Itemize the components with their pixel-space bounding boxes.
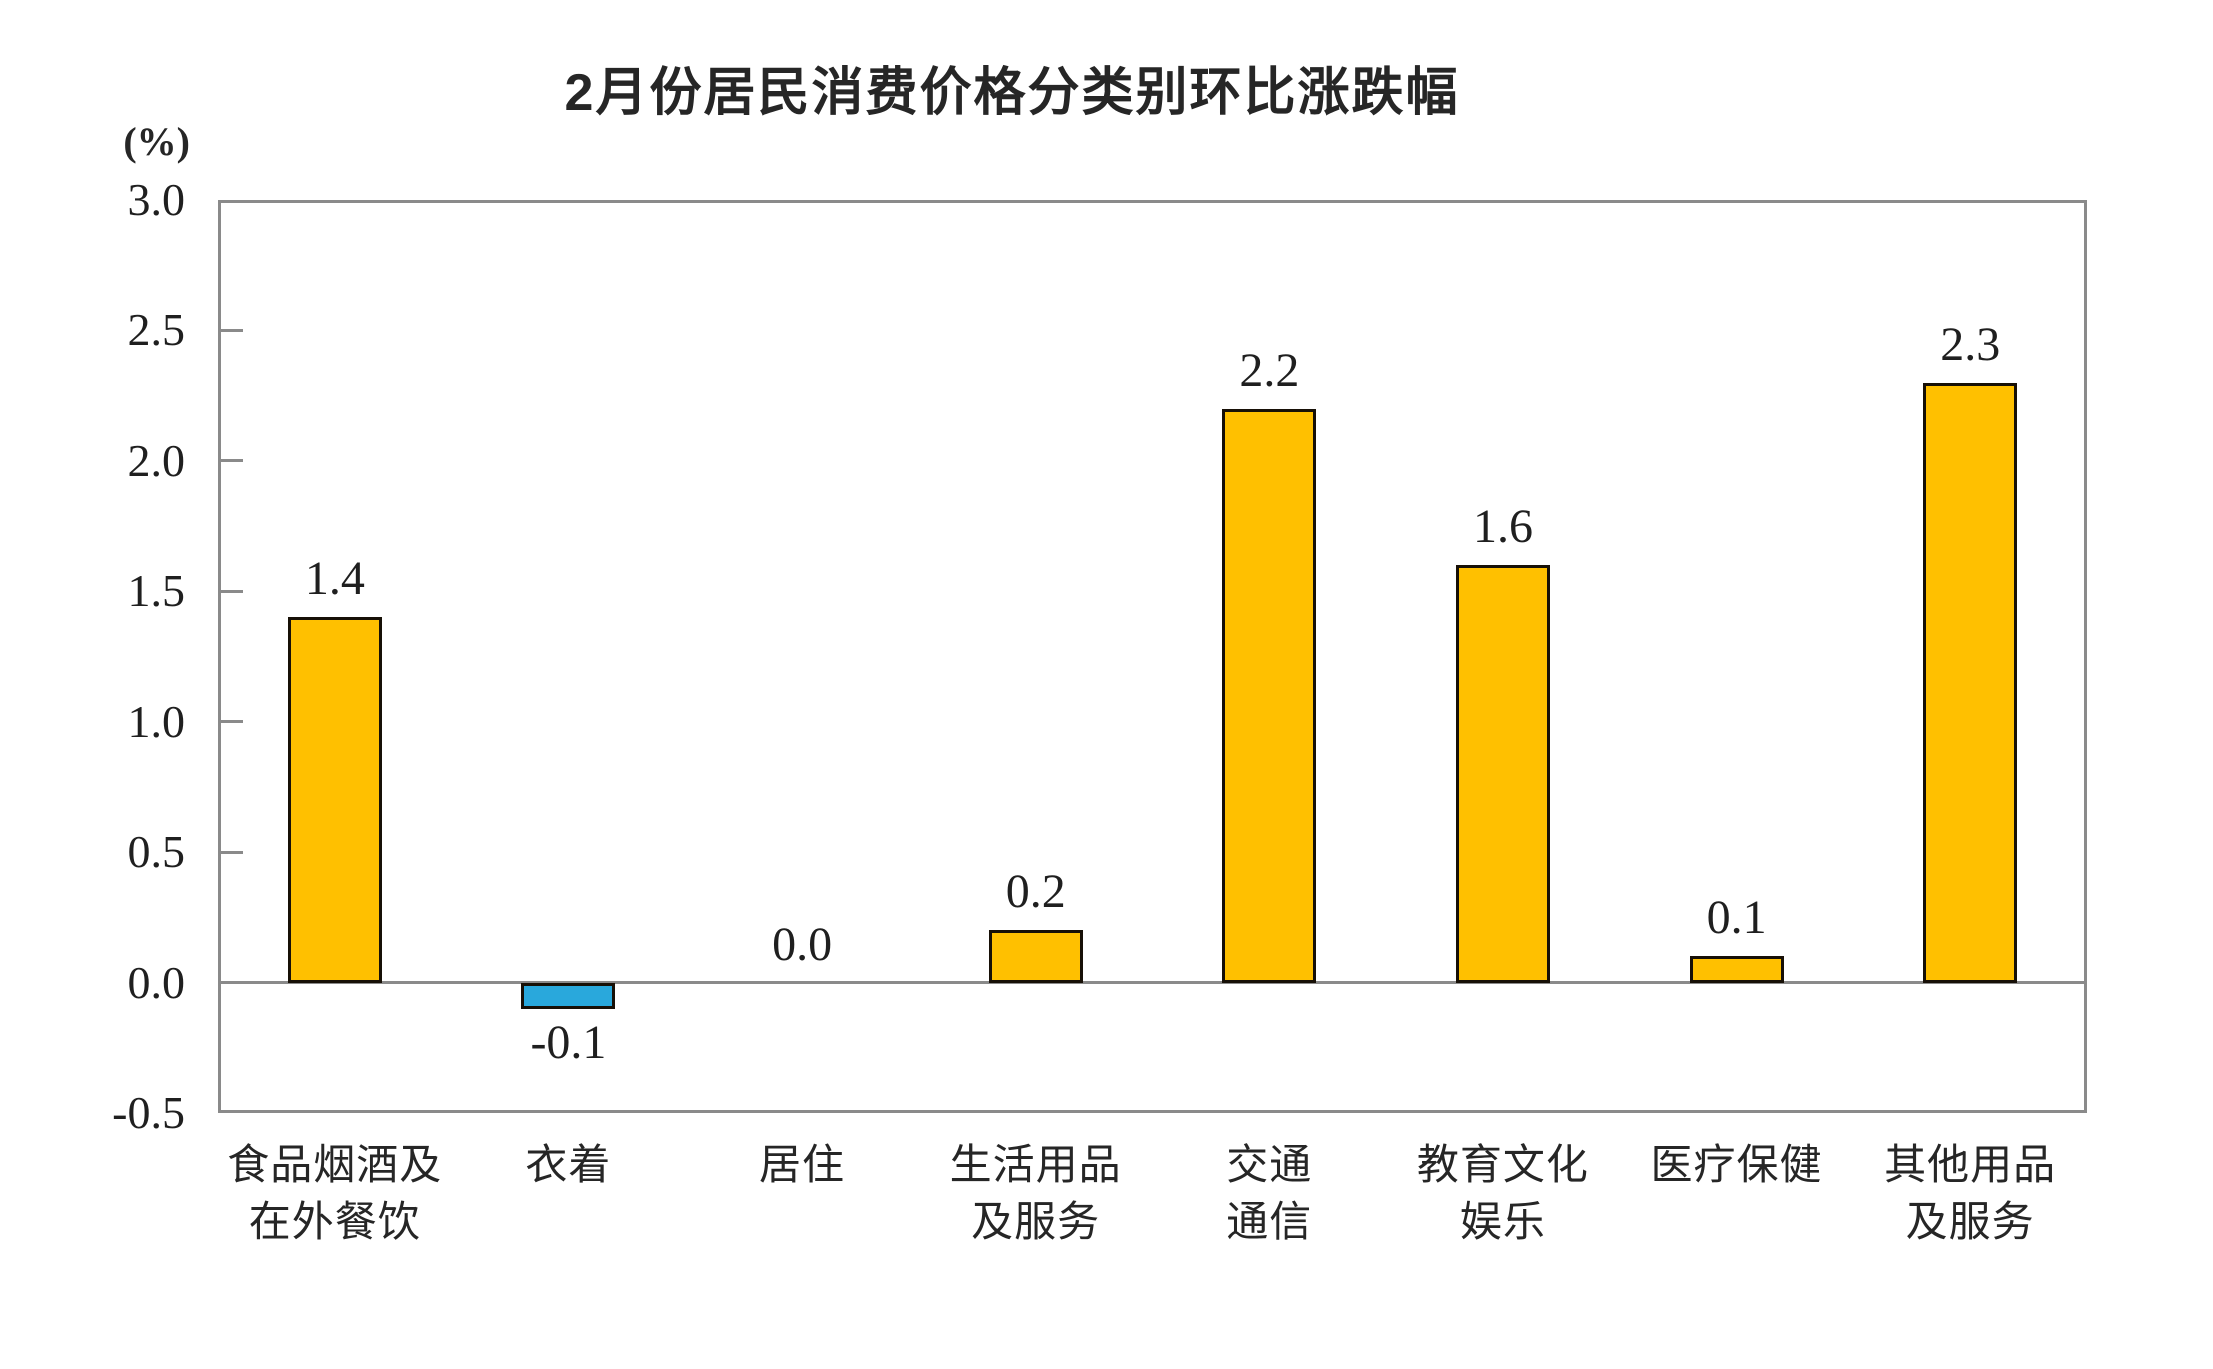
- bar-1: [287, 617, 382, 983]
- bar-value-label: -0.1: [530, 1015, 607, 1069]
- x-category-label: 医疗保健: [1650, 1141, 1823, 1188]
- x-category-label: 交通 通信: [1226, 1141, 1313, 1245]
- y-tick-label: 2.5: [127, 304, 186, 356]
- y-tick-mark: [221, 328, 243, 332]
- y-tick-mark: [221, 589, 243, 593]
- bar-value-label: 2.2: [1239, 343, 1300, 397]
- y-tick-label: 1.0: [127, 695, 186, 747]
- y-axis-unit-label: (%): [123, 119, 190, 164]
- y-tick-mark: [221, 720, 243, 724]
- bar-4: [988, 930, 1083, 983]
- y-tick-label: 0.0: [127, 956, 186, 1008]
- bar-value-label: 1.4: [304, 552, 365, 606]
- bar-8: [1923, 382, 2018, 983]
- y-tick-label: 1.5: [127, 565, 186, 617]
- y-tick-label: -0.5: [112, 1087, 185, 1138]
- bar-value-label: 0.1: [1706, 891, 1767, 945]
- x-category-label: 衣着: [525, 1141, 612, 1188]
- bar-7: [1689, 956, 1784, 983]
- x-category-label: 居住: [759, 1141, 846, 1188]
- bar-6: [1455, 565, 1550, 983]
- bar-value-label: 1.6: [1472, 500, 1533, 554]
- y-tick-mark: [221, 459, 243, 463]
- bar-value-label: 0.2: [1005, 865, 1066, 919]
- y-tick-label: 0.5: [127, 826, 186, 878]
- y-tick-mark: [221, 850, 243, 854]
- x-category-label: 生活用品 及服务: [949, 1141, 1122, 1245]
- y-tick-label: 3.0: [127, 174, 186, 225]
- x-category-label: 食品烟酒及 在外餐饮: [227, 1141, 443, 1245]
- bar-value-label: 2.3: [1940, 317, 2001, 371]
- bar-2: [521, 982, 616, 1009]
- bar-5: [1222, 408, 1317, 983]
- zero-axis-line: [218, 981, 2087, 985]
- x-category-label: 教育文化 娱乐: [1416, 1141, 1589, 1245]
- chart-title: 2月份居民消费价格分类别环比涨跌幅: [564, 64, 1460, 122]
- y-tick-label: 2.0: [127, 434, 186, 486]
- bar-value-label: 0.0: [772, 917, 833, 971]
- x-category-label: 其他用品 及服务: [1884, 1141, 2057, 1245]
- plot-area: [218, 200, 2087, 1113]
